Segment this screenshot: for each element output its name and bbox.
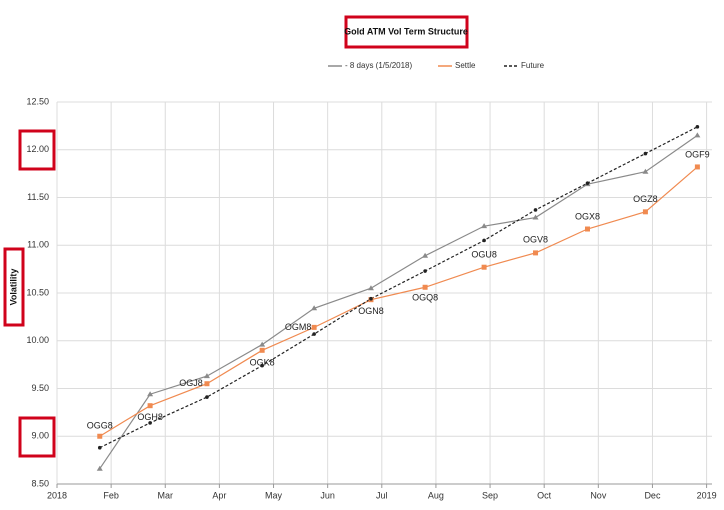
point-label: OGG8 bbox=[87, 421, 113, 431]
point bbox=[532, 214, 539, 220]
point bbox=[423, 269, 427, 273]
x-tick-label: May bbox=[265, 490, 283, 500]
x-tick-label: Mar bbox=[158, 490, 174, 500]
chart-title: Gold ATM Vol Term Structure bbox=[344, 26, 468, 36]
point bbox=[97, 433, 103, 439]
point bbox=[481, 264, 487, 270]
y-tick-label: 10.00 bbox=[26, 335, 49, 345]
series-line bbox=[99, 166, 698, 437]
legend-label: - 8 days (1/5/2018) bbox=[345, 61, 412, 70]
y-tick-label: 12.00 bbox=[26, 144, 49, 154]
x-tick-label: Dec bbox=[644, 490, 661, 500]
point bbox=[205, 395, 209, 399]
y-tick-label: 12.50 bbox=[26, 96, 49, 106]
x-tick-label: 2019 bbox=[697, 490, 717, 500]
point-label: OGF9 bbox=[685, 149, 710, 159]
point bbox=[203, 373, 210, 379]
title-highlight bbox=[344, 15, 469, 49]
x-tick-label: Aug bbox=[428, 490, 444, 500]
x-tick-label: Jun bbox=[320, 490, 335, 500]
x-tick-label: 2018 bbox=[47, 490, 67, 500]
point-label: OGN8 bbox=[358, 306, 384, 316]
y-axis-label: Volatility bbox=[8, 269, 18, 306]
point bbox=[369, 296, 373, 301]
point bbox=[259, 341, 266, 347]
series-line bbox=[99, 126, 698, 449]
y-tick-label: 10.50 bbox=[26, 287, 49, 297]
point bbox=[148, 421, 152, 425]
point-label: OGU8 bbox=[471, 250, 497, 260]
point bbox=[585, 181, 590, 185]
point bbox=[643, 151, 648, 156]
legend-label: Future bbox=[521, 61, 545, 70]
point bbox=[147, 391, 154, 397]
point bbox=[642, 209, 648, 215]
x-tick-label: Jul bbox=[376, 490, 388, 500]
x-tick-label: Apr bbox=[212, 490, 226, 500]
point-label: OGK8 bbox=[250, 358, 275, 368]
point bbox=[422, 284, 428, 290]
point-label: OGQ8 bbox=[412, 293, 438, 303]
point bbox=[694, 164, 700, 170]
point bbox=[311, 324, 317, 330]
point bbox=[204, 381, 210, 387]
point bbox=[311, 305, 318, 311]
point bbox=[694, 132, 701, 138]
y-tick-label: 11.50 bbox=[27, 192, 49, 202]
tick-highlight bbox=[18, 129, 56, 171]
point bbox=[260, 363, 264, 368]
point bbox=[642, 168, 649, 174]
point-label: OGH8 bbox=[137, 412, 163, 422]
y-tick-label: 9.00 bbox=[31, 431, 49, 441]
x-tick-label: Feb bbox=[103, 490, 119, 500]
y-label-highlight bbox=[3, 247, 25, 327]
point bbox=[312, 332, 316, 336]
y-tick-label: 9.50 bbox=[31, 383, 49, 393]
point-label: OGJ8 bbox=[179, 378, 203, 388]
legend-label: Settle bbox=[455, 61, 476, 70]
series-line bbox=[99, 134, 698, 470]
point bbox=[533, 250, 539, 256]
x-tick-label: Nov bbox=[590, 490, 607, 500]
point bbox=[481, 223, 488, 229]
point-label: OGM8 bbox=[285, 322, 312, 332]
point bbox=[259, 347, 265, 353]
point bbox=[96, 465, 103, 471]
point bbox=[584, 226, 590, 232]
tick-highlight bbox=[18, 416, 56, 458]
y-tick-label: 8.50 bbox=[31, 478, 49, 488]
point bbox=[367, 285, 374, 291]
point bbox=[482, 238, 486, 243]
point-label: OGX8 bbox=[575, 211, 600, 221]
point bbox=[533, 208, 538, 212]
point bbox=[422, 252, 429, 258]
y-tick-label: 11.00 bbox=[27, 240, 49, 250]
point bbox=[147, 403, 153, 409]
point bbox=[695, 125, 700, 129]
point bbox=[97, 445, 102, 450]
x-tick-label: Sep bbox=[482, 490, 498, 500]
x-tick-label: Oct bbox=[537, 490, 552, 500]
point-label: OGZ8 bbox=[633, 194, 658, 204]
point-label: OGV8 bbox=[523, 234, 548, 244]
